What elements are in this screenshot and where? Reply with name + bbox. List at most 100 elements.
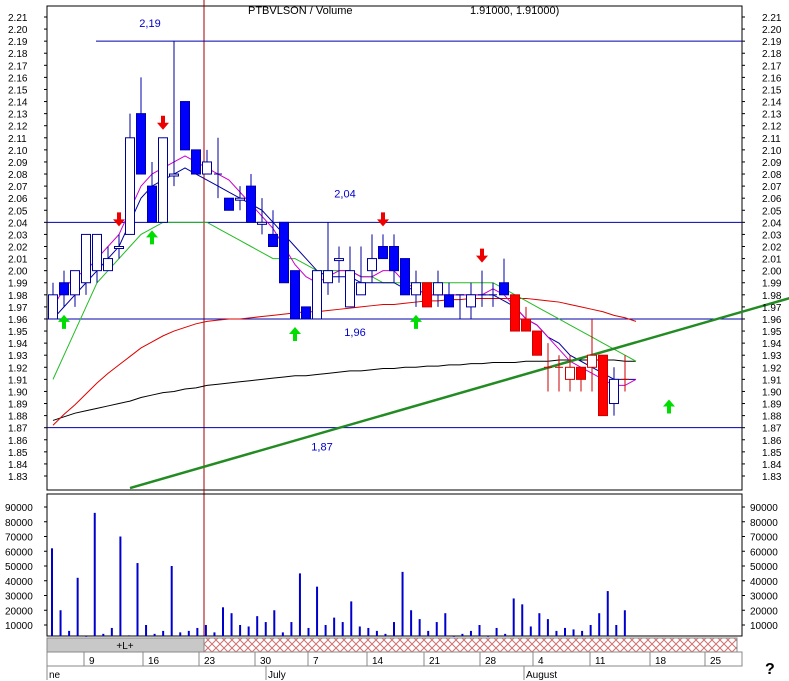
ma-red-line: [52, 297, 637, 426]
buy-signal-arrow: [146, 230, 158, 245]
strip-hatched-range[interactable]: [203, 637, 738, 653]
price-tick-label-left: 2.03: [8, 230, 28, 241]
volume-tick-label-left: 70000: [5, 533, 33, 544]
candle: [246, 174, 256, 223]
buy-signal-arrow: [663, 399, 675, 414]
price-tick-label-right: 1.85: [762, 448, 782, 459]
candle-body: [191, 149, 201, 175]
x-tick-label: 4: [538, 656, 544, 667]
down-arrow-shape: [476, 248, 488, 263]
candle: [587, 318, 597, 392]
candle-body: [510, 294, 520, 332]
candle-body: [147, 185, 157, 223]
candle-body: [532, 330, 542, 356]
price-axis-left: 2.212.202.192.182.172.162.15 2.142.132.12…: [8, 13, 47, 483]
price-tick-label-right: 2.11: [762, 134, 781, 145]
price-tick-label-right: 2.15: [762, 85, 782, 96]
candle: [136, 77, 146, 175]
candle: [81, 233, 91, 295]
candle-body: [609, 378, 619, 405]
price-tick-label-right: 2.02: [762, 243, 782, 254]
price-tick-label-left: 1.86: [8, 436, 28, 447]
candle: [411, 270, 421, 307]
candle-body: [301, 306, 311, 320]
candle-body: [169, 173, 179, 177]
price-tick-label-left: 1.85: [8, 448, 28, 459]
down-arrow-shape: [377, 212, 389, 227]
price-tick-label-left: 2.05: [8, 206, 28, 217]
volume-tick-label-right: 90000: [750, 503, 778, 514]
candle: [389, 234, 399, 283]
level-label: 1,96: [344, 327, 365, 339]
price-tick-label-left: 2.04: [8, 218, 28, 229]
chart-title: PTBVLSON / Volume: [248, 5, 353, 17]
candle-body: [70, 270, 80, 296]
price-tick-label-right: 1.87: [762, 424, 782, 435]
date-range-strip[interactable]: +L+: [46, 637, 738, 653]
price-tick-label-left: 1.94: [8, 339, 28, 350]
candle-body: [257, 221, 267, 225]
candle-body: [312, 270, 322, 320]
candle: [312, 270, 322, 320]
price-tick-label-left: 1.87: [8, 424, 28, 435]
candle: [444, 282, 454, 308]
up-arrow-shape: [663, 399, 675, 414]
volume-tick-label-left: 20000: [5, 606, 33, 617]
buy-signal-arrow: [58, 314, 70, 329]
candle: [59, 270, 69, 307]
price-tick-label-right: 2.00: [762, 267, 782, 278]
candle: [532, 330, 542, 356]
volume-axis-right: 90000 80000 70000 60000 50000 40000 30000 20000…: [742, 503, 778, 632]
x-tick-label: 30: [260, 656, 272, 667]
candle: [323, 222, 333, 295]
price-tick-label-left: 2.09: [8, 158, 28, 169]
candle: [169, 41, 179, 187]
price-tick-label-left: 1.83: [8, 472, 28, 483]
candle-body: [433, 282, 443, 296]
candle: [576, 366, 586, 392]
x-tick-label: 11: [595, 656, 606, 667]
candle: [555, 355, 563, 392]
candle: [521, 306, 531, 332]
price-tick-label-right: 1.89: [762, 400, 782, 411]
up-arrow-shape: [410, 314, 422, 329]
price-tick-label-right: 1.94: [762, 339, 782, 350]
price-tick-label-left: 2.18: [8, 49, 28, 60]
candle-body: [367, 258, 377, 272]
price-tick-label-left: 2.12: [8, 122, 28, 133]
x-tick-label: 14: [372, 656, 384, 667]
candle: [489, 282, 497, 307]
candle-body: [290, 270, 300, 320]
candle-body: [81, 233, 91, 284]
price-tick-label-right: 2.10: [762, 146, 782, 157]
candle: [279, 221, 289, 284]
price-tick-label-right: 2.03: [762, 230, 782, 241]
x-tick-label: 18: [655, 656, 667, 667]
candle: [214, 137, 222, 199]
price-tick-label-left: 2.16: [8, 73, 28, 84]
sell-signal-arrow: [113, 212, 125, 227]
candle-body: [400, 258, 410, 296]
volume-tick-label-left: 30000: [5, 592, 33, 603]
price-panel: 2,19 2,04 1,96 1,87: [46, 0, 789, 636]
up-arrow-shape: [146, 230, 158, 245]
price-tick-label-left: 2.14: [8, 98, 28, 109]
candle: [257, 198, 267, 235]
candle-body: [125, 137, 135, 235]
candle-body: [323, 270, 333, 284]
candle-body: [158, 137, 168, 223]
help-icon[interactable]: ?: [765, 661, 775, 678]
candle: [609, 367, 619, 416]
price-tick-label-left: 1.95: [8, 327, 28, 338]
price-tick-label-right: 1.91: [762, 375, 782, 386]
price-tick-label-left: 2.08: [8, 170, 28, 181]
month-label: July: [268, 670, 286, 681]
candle-body: [411, 282, 421, 296]
price-tick-label-left: 2.02: [8, 243, 28, 254]
volume-tick-label-left: 40000: [5, 577, 33, 588]
candle-body: [279, 221, 289, 284]
price-tick-label-right: 2.14: [762, 98, 782, 109]
volume-tick-label-left: 50000: [5, 562, 33, 573]
price-tick-label-right: 2.01: [762, 255, 782, 266]
x-tick-label: 7: [313, 656, 319, 667]
